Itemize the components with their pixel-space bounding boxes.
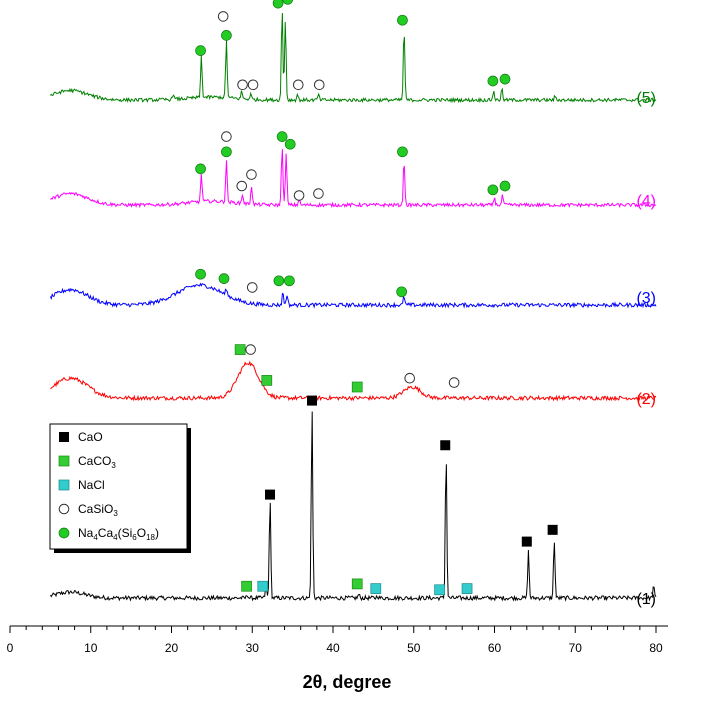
x-tick-label-30: 30 — [246, 641, 260, 655]
x-tick-label-80: 80 — [649, 641, 663, 655]
series-1-marker-5 — [241, 580, 252, 592]
series-1-marker-10 — [461, 583, 473, 594]
series-1-marker-8 — [370, 583, 382, 594]
series-2-marker-5 — [448, 377, 460, 388]
x-tick-label-10: 10 — [84, 641, 98, 655]
legend-marker-3 — [58, 479, 70, 491]
series-4-marker-6 — [499, 180, 511, 192]
series-4-marker-2 — [276, 131, 288, 142]
legend-marker-4 — [58, 503, 70, 515]
legend-label-2: CaCO3 — [78, 454, 116, 470]
x-tick-label-0: 0 — [7, 641, 14, 655]
series-4-marker-9 — [246, 169, 257, 180]
series-3-marker-4 — [396, 286, 407, 298]
series-1-marker-4 — [547, 524, 558, 535]
series-3-marker-5 — [246, 282, 258, 293]
series-5-marker-0 — [195, 45, 206, 56]
series-3-marker-3 — [284, 275, 295, 287]
legend-label-4: CaSiO3 — [78, 502, 118, 518]
x-tick-label-40: 40 — [326, 641, 340, 655]
legend-box — [49, 423, 188, 550]
series-1-marker-6 — [351, 578, 363, 590]
series-1-marker-0 — [307, 395, 318, 406]
series-1-marker-9 — [434, 584, 445, 596]
series-1-marker-2 — [440, 440, 451, 451]
series-line-5 — [50, 12, 657, 104]
series-label-3: (3) — [636, 290, 656, 307]
series-1-marker-7 — [257, 580, 269, 592]
x-tick-label-20: 20 — [165, 641, 179, 655]
x-axis-title: 2θ, degree — [303, 672, 392, 692]
series-2-marker-0 — [234, 344, 246, 355]
series-5-marker-9 — [247, 79, 259, 91]
series-5-marker-2 — [272, 0, 284, 9]
series-4-marker-8 — [236, 180, 248, 192]
series-2-marker-1 — [261, 375, 273, 386]
series-label-2: (2) — [636, 391, 656, 408]
x-tick-label-50: 50 — [407, 641, 421, 655]
series-5-marker-11 — [313, 79, 325, 91]
series-4-marker-4 — [397, 146, 408, 158]
series-3-marker-2 — [273, 275, 285, 287]
x-tick-label-70: 70 — [569, 641, 583, 655]
series-label-1: (1) — [636, 591, 656, 608]
series-5-marker-7 — [217, 11, 229, 22]
series-line-1 — [49, 411, 657, 602]
x-tick-label-60: 60 — [488, 641, 502, 655]
x-axis: 0 10 20 30 40 50 60 70 80 — [7, 625, 668, 655]
series-5-marker-6 — [499, 73, 511, 85]
series-4-marker-3 — [284, 138, 296, 150]
series-3-marker-0 — [195, 268, 206, 280]
markers-layer — [195, 0, 558, 596]
series-4-marker-10 — [293, 190, 305, 201]
series-5-marker-3 — [282, 0, 294, 5]
series-2-marker-4 — [404, 372, 416, 384]
legend-marker-2 — [58, 455, 70, 467]
series-label-5: (5) — [636, 90, 656, 107]
series-1-marker-1 — [265, 489, 276, 500]
series-4-marker-0 — [195, 163, 206, 175]
series-4-marker-11 — [313, 188, 324, 199]
series-4-marker-5 — [487, 184, 499, 196]
series-5-marker-5 — [487, 75, 499, 87]
legend-marker-1 — [59, 432, 69, 442]
legend-label-5: Na4Ca4(Si6O18) — [78, 526, 159, 542]
series-5-marker-4 — [397, 14, 408, 26]
series-2-marker-2 — [351, 381, 363, 393]
series-labels-layer: (1) (2) (3) (4) (5) — [636, 90, 656, 608]
series-5-marker-1 — [221, 30, 232, 41]
series-1-marker-3 — [521, 536, 532, 547]
legend: CaO CaCO3 NaCl CaSiO3 Na4Ca4(Si6O18) — [49, 423, 191, 553]
legend-marker-5 — [58, 527, 70, 539]
traces-layer — [49, 12, 657, 602]
series-line-3 — [49, 282, 657, 309]
series-4-marker-1 — [221, 146, 232, 158]
series-line-4 — [50, 149, 657, 209]
series-label-4: (4) — [636, 193, 656, 210]
legend-label-3: NaCl — [78, 478, 105, 492]
series-5-marker-10 — [292, 79, 304, 91]
legend-label-1: CaO — [78, 430, 103, 444]
series-3-marker-1 — [218, 273, 230, 284]
series-line-2 — [50, 360, 657, 402]
series-4-marker-7 — [221, 131, 232, 142]
series-5-marker-8 — [237, 79, 248, 91]
series-2-marker-3 — [245, 344, 256, 355]
